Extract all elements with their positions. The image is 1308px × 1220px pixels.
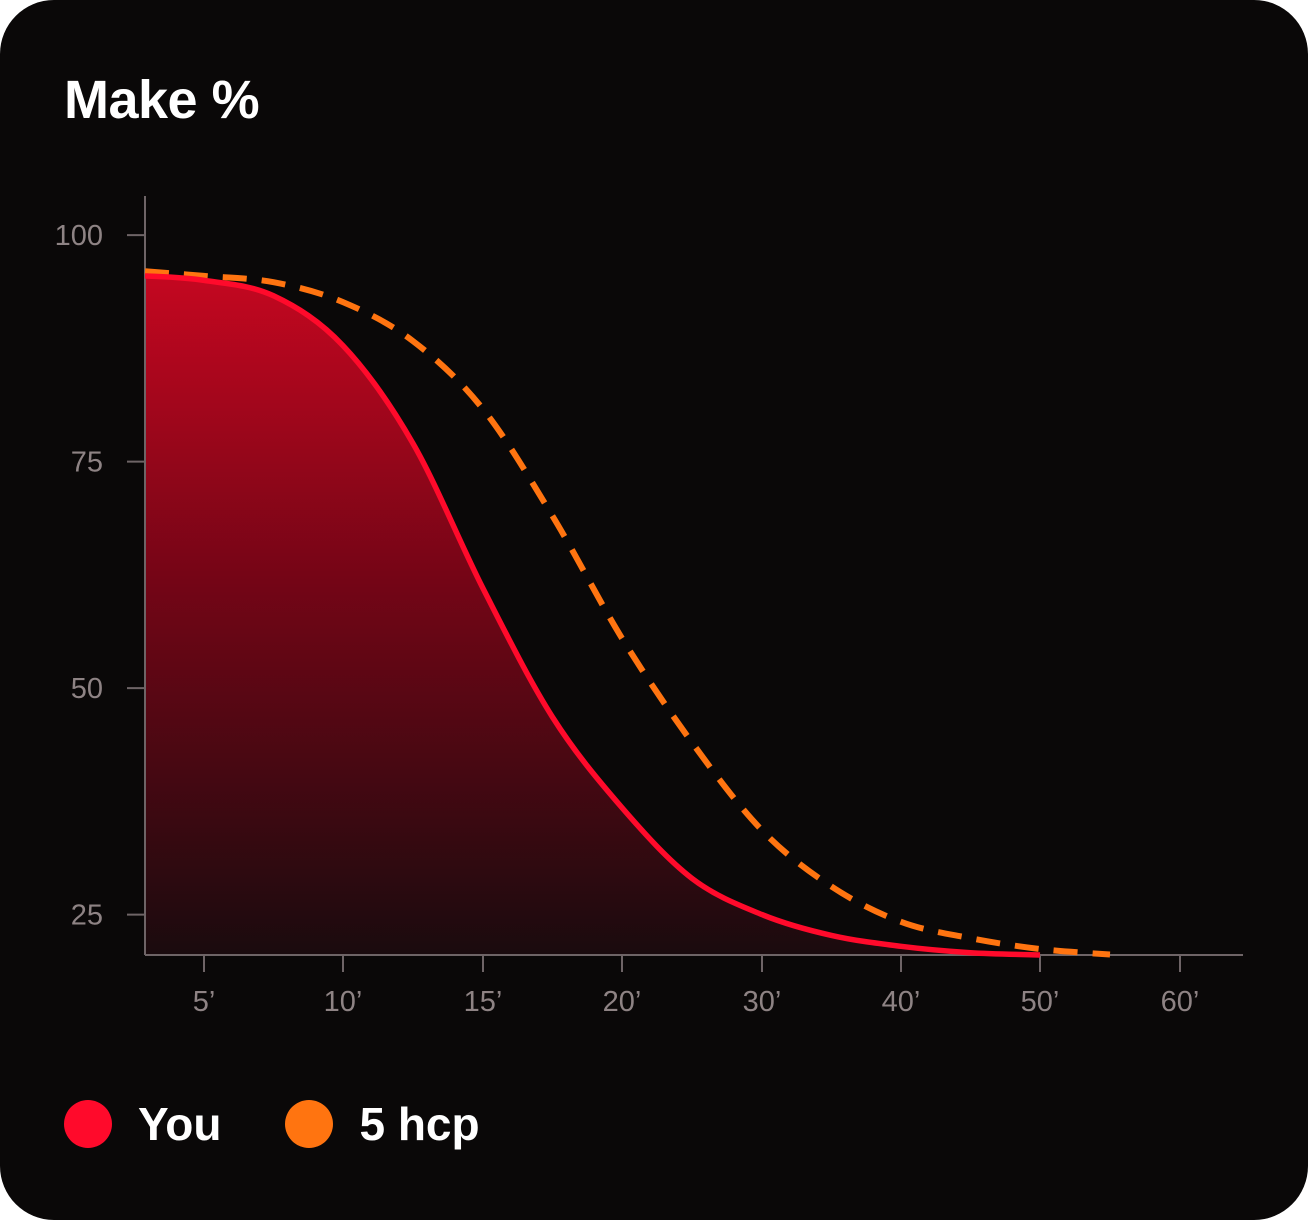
series-line-you [144, 273, 1041, 958]
legend-swatch-5-hcp [285, 1100, 334, 1148]
legend-label-you: You [138, 1098, 222, 1150]
y-axis-ticks: 100 75 50 25 [55, 220, 145, 932]
x-axis-ticks: 5’ 10’ 15’ 20’ 30’ 40’ 50’ 60’ [193, 955, 1200, 1018]
series-line-5-hcp [144, 268, 1111, 958]
series-area-you [145, 275, 1040, 955]
x-tick-label: 40’ [882, 986, 921, 1018]
x-tick-label: 60’ [1161, 986, 1200, 1018]
legend-swatch-you [64, 1100, 112, 1148]
x-tick-label: 50’ [1021, 986, 1060, 1018]
legend-item-5-hcp: 5 hcp [285, 1096, 480, 1152]
legend-item-you: You [64, 1096, 221, 1152]
x-tick-label: 5’ [193, 986, 216, 1018]
y-tick-label: 75 [71, 447, 103, 479]
chart-title: Make % [64, 70, 260, 130]
y-tick-label: 25 [71, 900, 103, 932]
y-tick-label: 100 [55, 220, 103, 252]
legend-label-5-hcp: 5 hcp [359, 1098, 480, 1150]
y-tick-label: 50 [71, 673, 103, 705]
chart-legend: You 5 hcp [64, 1096, 480, 1152]
x-tick-label: 20’ [603, 986, 642, 1018]
x-tick-label: 15’ [464, 986, 503, 1018]
x-tick-label: 30’ [743, 986, 782, 1018]
x-tick-label: 10’ [324, 986, 363, 1018]
